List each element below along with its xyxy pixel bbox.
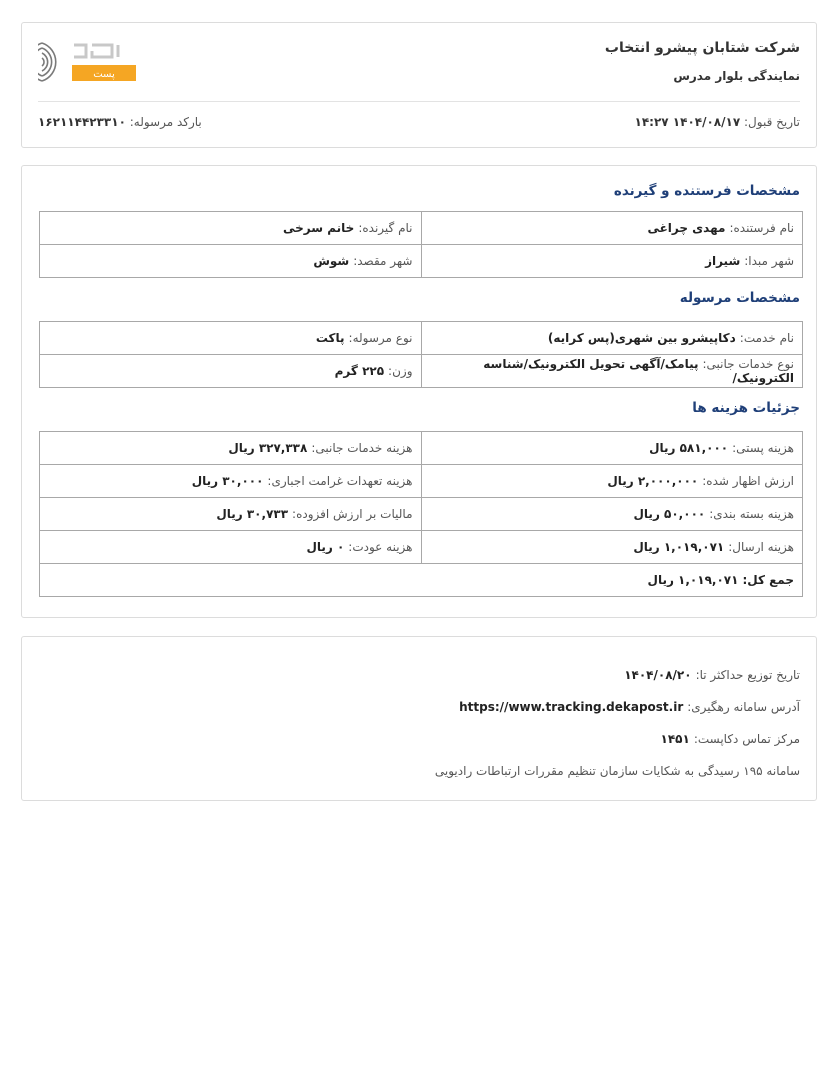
table-row: شهر مبدا:شیراز شهر مقصد:شوش xyxy=(39,244,803,278)
extra-services: نوع خدمات جانبی:پیامک/آگهی تحویل الکترون… xyxy=(420,354,803,388)
contact-center: مرکز تماس دکاپست:۱۴۵۱ xyxy=(660,732,800,746)
cost-cell: مالیات بر ارزش افزوده:۳۰,۷۳۳ ریال xyxy=(39,497,422,531)
tracking-link[interactable]: https://www.tracking.dekapost.ir xyxy=(459,700,684,714)
costs-title: جزئیات هزینه ها xyxy=(692,400,800,416)
cost-cell: هزینه تعهدات غرامت اجباری:۳۰,۰۰۰ ریال xyxy=(39,464,422,498)
svg-text:پست: پست xyxy=(93,69,115,80)
table-row: ارزش اظهار شده:۲,۰۰۰,۰۰۰ ریال هزینه تعهدا… xyxy=(39,464,803,498)
receiver-name: نام گیرنده:خانم سرخی xyxy=(39,211,422,245)
parcel-type: نوع مرسوله:پاکت xyxy=(39,321,422,355)
divider xyxy=(38,101,800,102)
table-row: نام فرستنده:مهدی چراغی نام گیرنده:خانم سر… xyxy=(39,211,803,245)
shipment-title: مشخصات مرسوله xyxy=(679,290,800,306)
costs-table: هزینه پستی:۵۸۱,۰۰۰ ریال هزینه خدمات جانبی… xyxy=(39,431,803,597)
weight: وزن:۲۲۵ گرم xyxy=(39,354,422,388)
cost-cell: هزینه عودت:۰ ریال xyxy=(39,530,422,564)
shipment-table: نام خدمت:دکاپیشرو بین شهری(پس کرایه) نوع … xyxy=(39,321,803,388)
cost-cell: هزینه پستی:۵۸۱,۰۰۰ ریال xyxy=(420,431,803,465)
sender-name: نام فرستنده:مهدی چراغی xyxy=(420,211,803,245)
company-name: شرکت شتابان پیشرو انتخاب xyxy=(604,40,800,56)
parties-title: مشخصات فرستنده و گیرنده xyxy=(613,183,800,199)
info-lines: تاریخ توزیع حداکثر تا:۱۴۰۴/۰۸/۲۰ آدرس سا… xyxy=(435,659,800,787)
dekapost-logo: پست xyxy=(38,42,136,82)
parties-table: نام فرستنده:مهدی چراغی نام گیرنده:خانم سر… xyxy=(39,211,803,278)
cost-cell: ارزش اظهار شده:۲,۰۰۰,۰۰۰ ریال xyxy=(420,464,803,498)
service-name: نام خدمت:دکاپیشرو بین شهری(پس کرایه) xyxy=(420,321,803,355)
table-row: نوع خدمات جانبی:پیامک/آگهی تحویل الکترون… xyxy=(39,354,803,388)
total-cost: جمع کل:۱,۰۱۹,۰۷۱ ریال xyxy=(39,563,803,597)
tracking-address: آدرس سامانه رهگیری:https://www.tracking.… xyxy=(459,700,800,714)
origin-city: شهر مبدا:شیراز xyxy=(420,244,803,278)
accept-date: تاریخ قبول: ۱۴۰۴/۰۸/۱۷ ۱۴:۲۷ xyxy=(634,115,801,129)
complaint-note: سامانه ۱۹۵ رسیدگی به شکایات سازمان تنظیم… xyxy=(434,764,800,778)
total-row: جمع کل:۱,۰۱۹,۰۷۱ ریال xyxy=(39,563,803,597)
table-row: هزینه بسته بندی:۵۰,۰۰۰ ریال مالیات بر ارز… xyxy=(39,497,803,531)
branch-name: نمایندگی بلوار مدرس xyxy=(673,69,800,83)
destination-city: شهر مقصد:شوش xyxy=(39,244,422,278)
table-row: هزینه ارسال:۱,۰۱۹,۰۷۱ ریال هزینه عودت:۰ ر… xyxy=(39,530,803,564)
details-card: مشخصات فرستنده و گیرنده نام فرستنده:مهدی… xyxy=(21,165,817,618)
cost-cell: هزینه خدمات جانبی:۳۲۷,۳۳۸ ریال xyxy=(39,431,422,465)
barcode: بارکد مرسوله: ۱۶۲۱۱۴۴۲۳۳۱۰ xyxy=(38,115,202,129)
table-row: نام خدمت:دکاپیشرو بین شهری(پس کرایه) نوع … xyxy=(39,321,803,355)
cost-cell: هزینه بسته بندی:۵۰,۰۰۰ ریال xyxy=(420,497,803,531)
info-card: تاریخ توزیع حداکثر تا:۱۴۰۴/۰۸/۲۰ آدرس سا… xyxy=(21,636,817,801)
table-row: هزینه پستی:۵۸۱,۰۰۰ ریال هزینه خدمات جانبی… xyxy=(39,431,803,465)
cost-cell: هزینه ارسال:۱,۰۱۹,۰۷۱ ریال xyxy=(420,530,803,564)
delivery-date: تاریخ توزیع حداکثر تا:۱۴۰۴/۰۸/۲۰ xyxy=(624,668,800,682)
header-card: شرکت شتابان پیشرو انتخاب نمایندگی بلوار … xyxy=(21,22,817,148)
